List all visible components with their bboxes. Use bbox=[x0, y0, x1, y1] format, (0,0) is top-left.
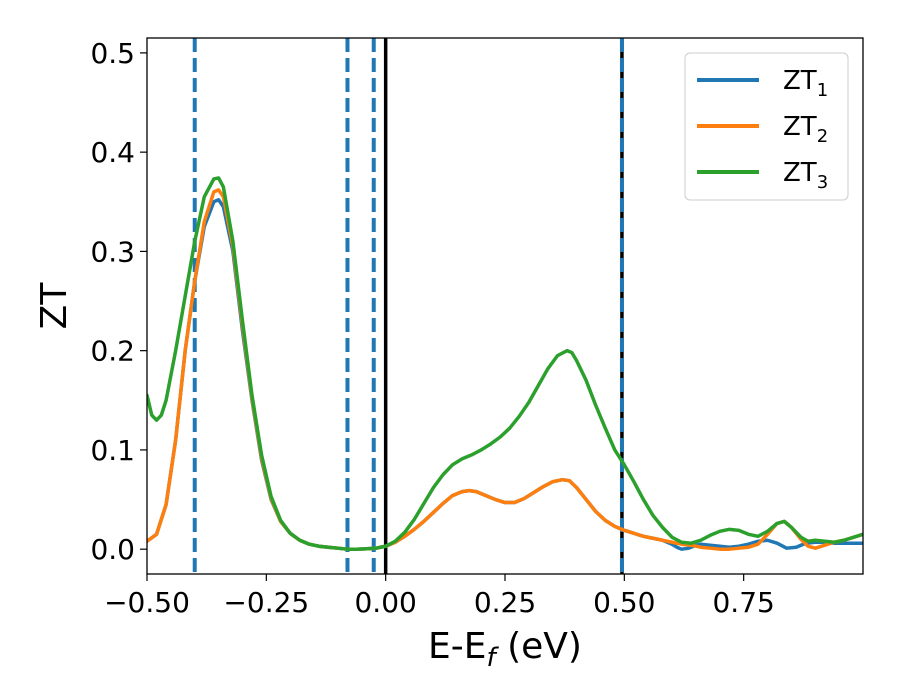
series-lines bbox=[147, 176, 863, 551]
x-tick-label: −0.25 bbox=[223, 586, 309, 619]
y-axis: 0.0 0.1 0.2 0.3 0.4 0.5 bbox=[90, 37, 147, 566]
y-tick-label: 0.2 bbox=[90, 335, 135, 368]
reference-lines bbox=[192, 38, 624, 574]
x-axis: −0.50 −0.25 0.00 0.25 0.50 0.75 bbox=[104, 574, 775, 619]
legend-entry-zt3: ZT3 bbox=[697, 158, 828, 193]
y-tick-label: 0.5 bbox=[90, 37, 135, 70]
y-axis-label: ZT bbox=[34, 282, 75, 330]
x-tick-label: 0.75 bbox=[712, 586, 774, 619]
legend-entry-zt2: ZT2 bbox=[697, 112, 828, 147]
y-tick-label: 0.0 bbox=[90, 533, 135, 566]
x-tick-label: 0.50 bbox=[593, 586, 655, 619]
y-tick-label: 0.1 bbox=[90, 434, 135, 467]
y-tick-label: 0.4 bbox=[90, 136, 135, 169]
x-tick-label: 0.00 bbox=[354, 586, 416, 619]
legend-box bbox=[684, 52, 849, 201]
x-tick-label: −0.50 bbox=[104, 586, 190, 619]
x-tick-label: 0.25 bbox=[474, 586, 536, 619]
legend-label: ZT3 bbox=[783, 158, 828, 193]
legend: ZT1 ZT2 ZT3 bbox=[684, 52, 849, 201]
series-line-zt3 bbox=[147, 176, 863, 551]
legend-label: ZT2 bbox=[783, 112, 828, 147]
x-axis-label: E-Ef (eV) bbox=[428, 626, 582, 673]
y-tick-label: 0.3 bbox=[90, 235, 135, 268]
legend-label: ZT1 bbox=[783, 66, 828, 101]
legend-entry-zt1: ZT1 bbox=[697, 66, 828, 101]
